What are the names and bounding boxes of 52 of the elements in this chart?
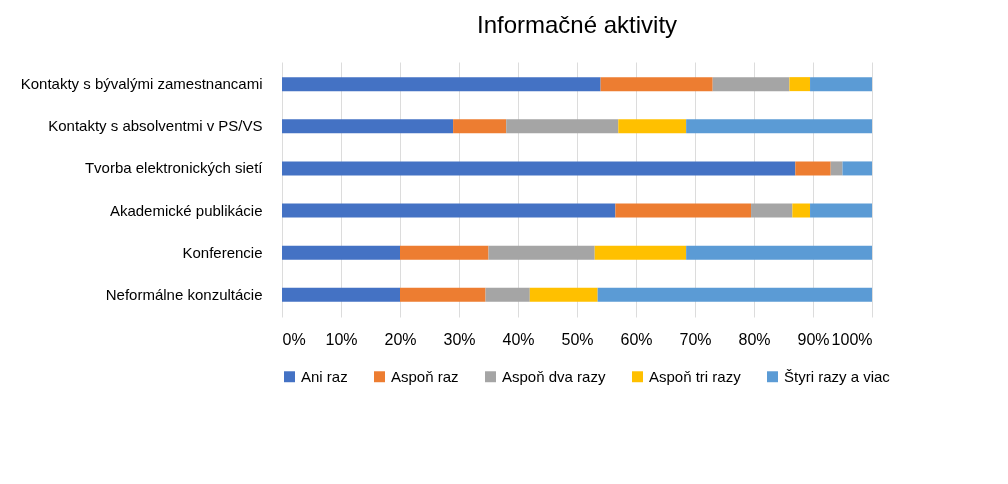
bar xyxy=(810,77,872,92)
x-tick-label: 90% xyxy=(797,330,830,348)
x-tick-label: 20% xyxy=(384,330,417,348)
y-tick-label: Konferencie xyxy=(182,243,263,261)
bar xyxy=(686,245,872,260)
bar xyxy=(842,161,872,176)
bar xyxy=(485,287,530,302)
bar xyxy=(600,77,713,92)
bar xyxy=(529,287,598,302)
bar xyxy=(597,287,872,302)
x-tick-label: 70% xyxy=(679,330,712,348)
bar xyxy=(282,245,400,260)
bar xyxy=(830,161,843,176)
x-tick-label: 100% xyxy=(831,330,873,348)
chart-title: Informačné aktivity xyxy=(476,11,678,38)
y-tick-label: Neformálne konzultácie xyxy=(105,285,263,303)
y-tick-label: Tvorba elektronických sietí xyxy=(84,159,264,177)
y-tick-label: Kontakty s absolventmi v PS/VS xyxy=(48,117,263,135)
bar xyxy=(686,119,872,134)
x-tick-label: 0% xyxy=(282,330,306,348)
x-tick-label: 30% xyxy=(443,330,476,348)
bar xyxy=(810,203,872,218)
legend-label: Štyri razy a viac xyxy=(784,367,891,385)
x-tick-label: 50% xyxy=(561,330,594,348)
y-tick-label: Akademické publikácie xyxy=(109,201,263,219)
bar xyxy=(453,119,507,134)
bar xyxy=(795,161,831,176)
bar xyxy=(282,203,616,218)
bar xyxy=(751,203,793,218)
bar xyxy=(282,119,454,134)
bar xyxy=(789,77,811,92)
bar xyxy=(506,119,619,134)
bar xyxy=(792,203,811,218)
bar xyxy=(594,245,687,260)
legend-label: Aspoň dva razy xyxy=(502,367,606,385)
bar xyxy=(282,77,601,92)
bar xyxy=(400,287,486,302)
bar xyxy=(615,203,752,218)
bar xyxy=(400,245,489,260)
bar xyxy=(712,77,790,92)
x-tick-label: 10% xyxy=(325,330,358,348)
legend-label: Aspoň tri razy xyxy=(649,367,742,385)
bar xyxy=(618,119,687,134)
legend-label: Aspoň raz xyxy=(391,367,459,385)
legend-label: Ani raz xyxy=(301,367,348,385)
x-tick-label: 40% xyxy=(502,330,535,348)
bar xyxy=(282,287,400,302)
bar xyxy=(282,161,796,176)
bar xyxy=(488,245,595,260)
y-tick-label: Kontakty s bývalými zamestnancami xyxy=(20,75,263,93)
x-tick-label: 60% xyxy=(620,330,653,348)
x-tick-label: 80% xyxy=(738,330,771,348)
